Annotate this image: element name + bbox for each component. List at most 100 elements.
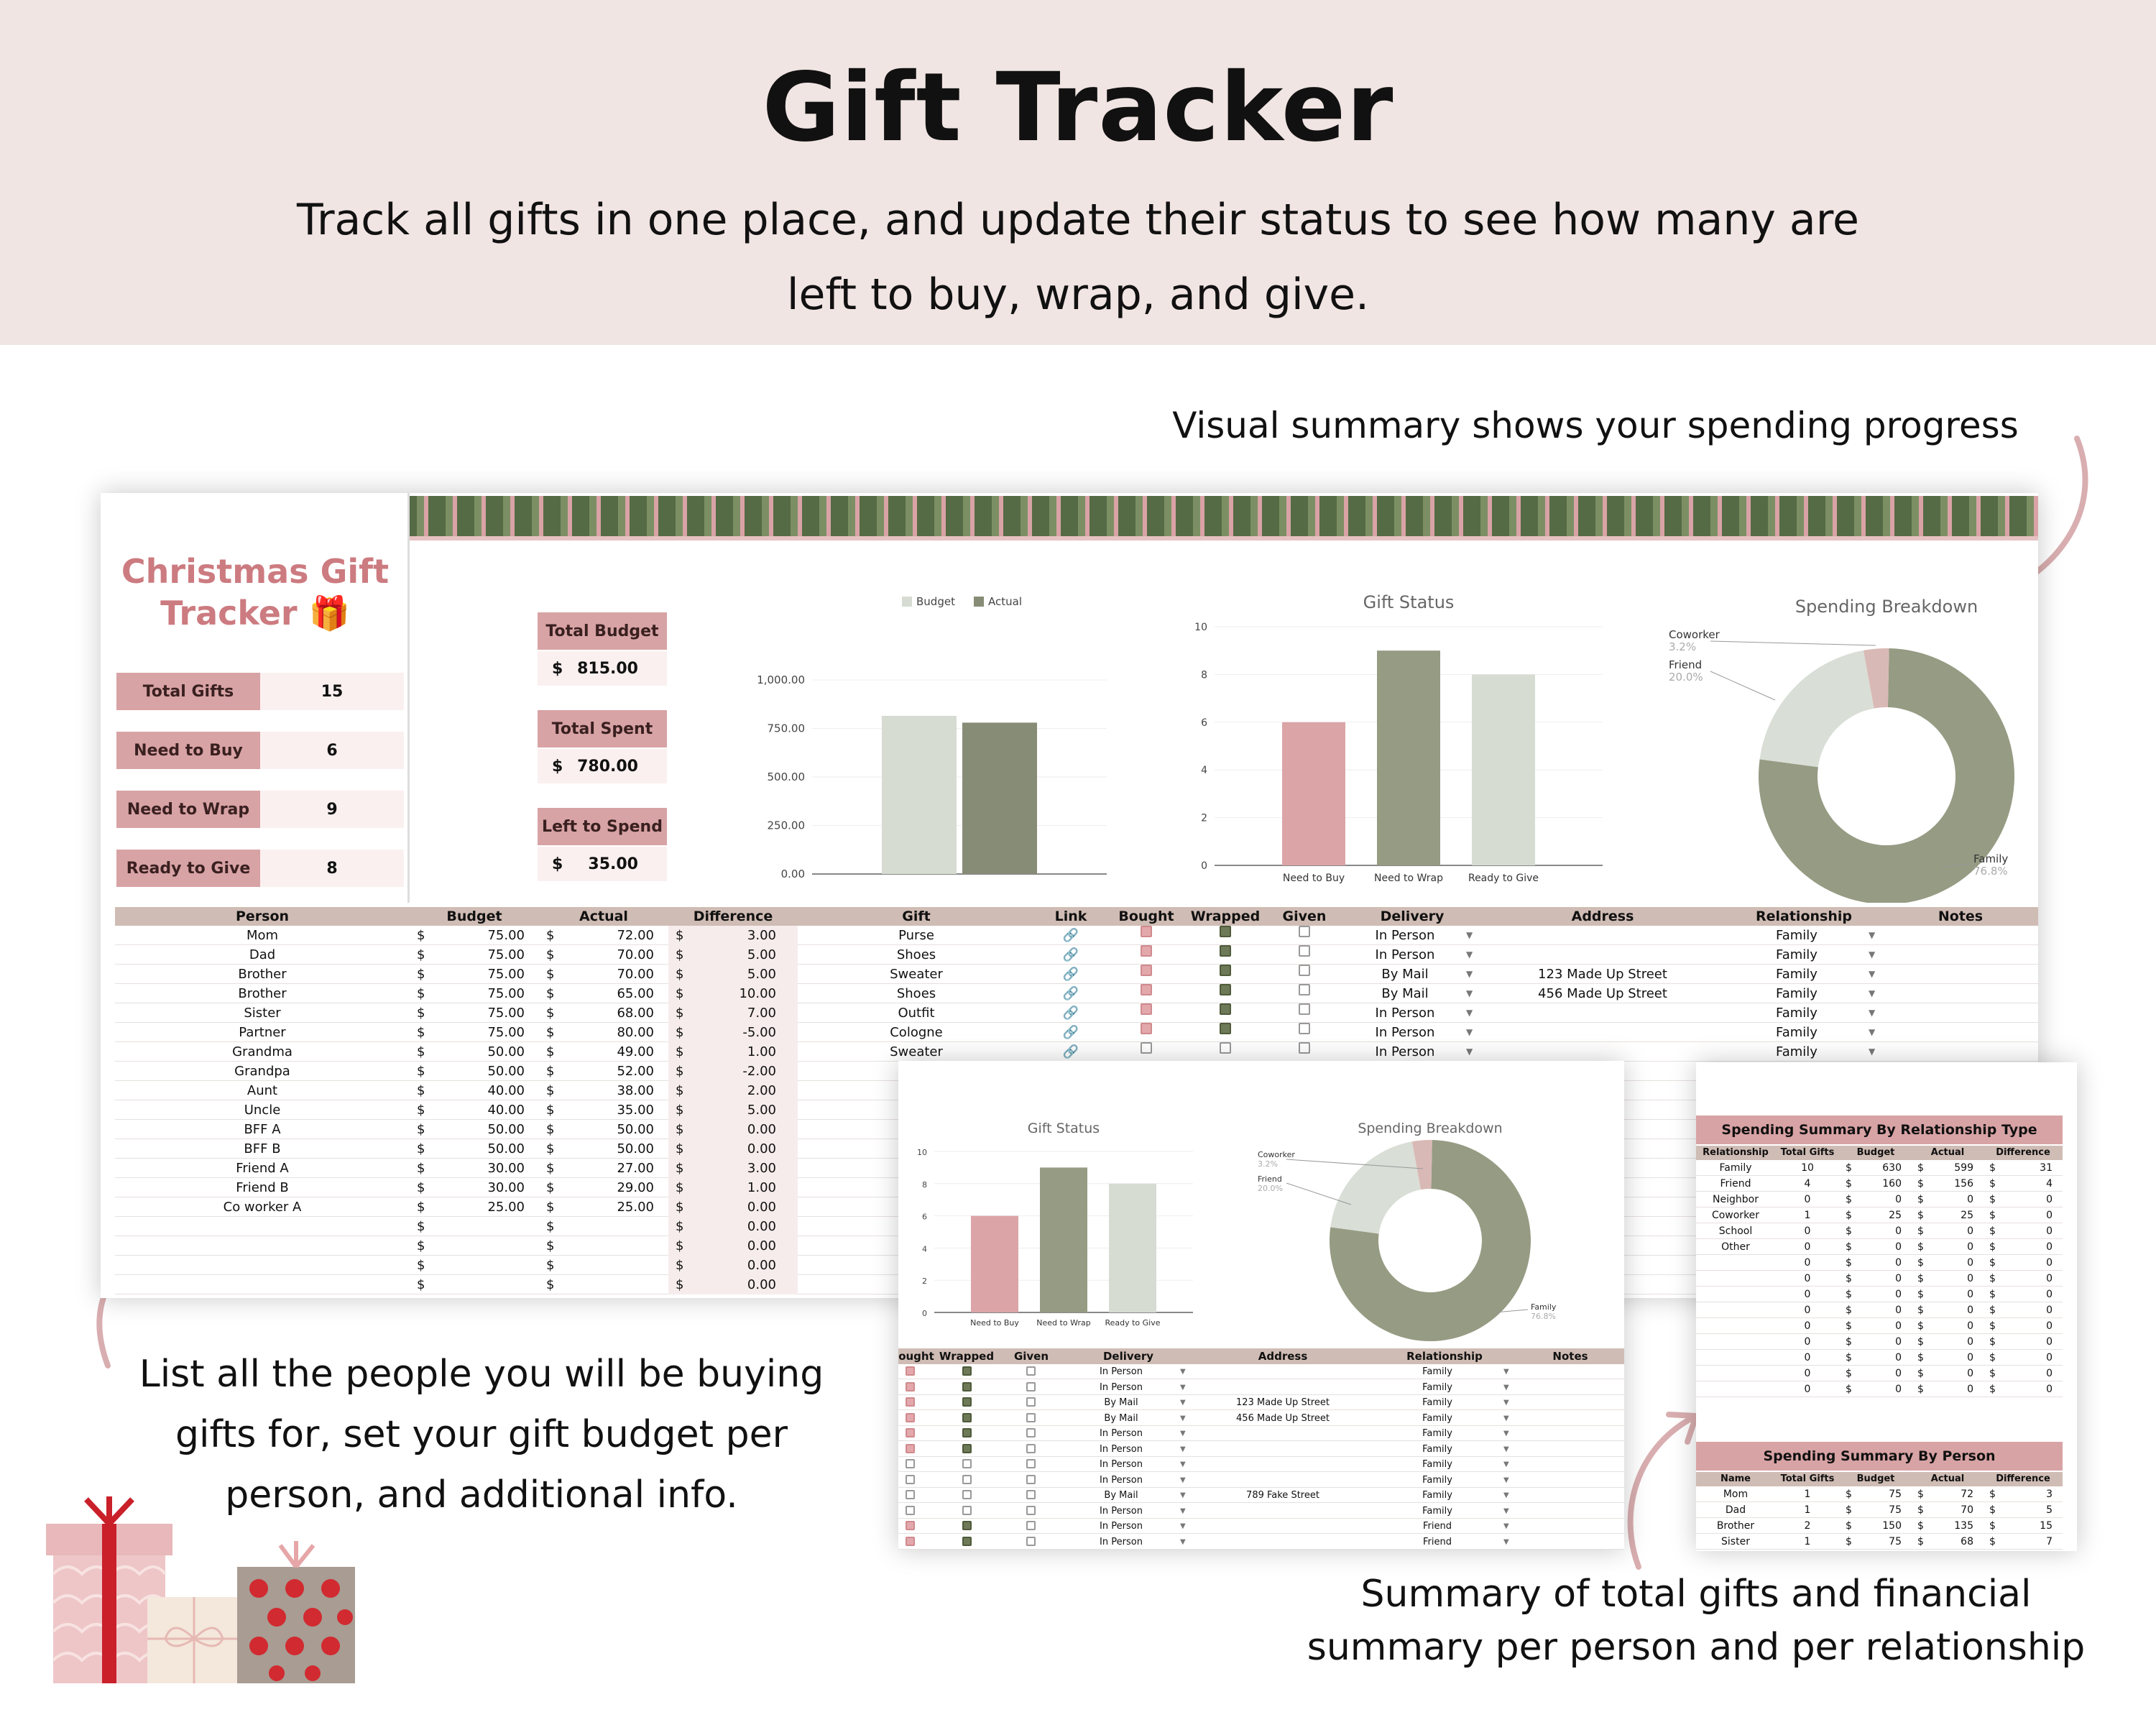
- delivery-select[interactable]: In Person: [1100, 1381, 1143, 1393]
- gift-cell[interactable]: Sweater: [890, 967, 943, 982]
- chevron-down-icon[interactable]: ▼: [1180, 1399, 1186, 1407]
- relationship-select[interactable]: Family: [1776, 986, 1818, 1001]
- person-cell[interactable]: BFF B: [244, 1141, 281, 1156]
- chevron-down-icon[interactable]: ▼: [1869, 1027, 1876, 1037]
- delivery-select[interactable]: In Person: [1100, 1536, 1143, 1547]
- gift-cell[interactable]: Outfit: [898, 1006, 935, 1021]
- chevron-down-icon[interactable]: ▼: [1503, 1383, 1509, 1392]
- given-checkbox[interactable]: [1299, 984, 1310, 995]
- budget-cell[interactable]: 25.00: [487, 1200, 525, 1215]
- address-cell[interactable]: 789 Fake Street: [1246, 1490, 1319, 1501]
- chevron-down-icon[interactable]: ▼: [1503, 1522, 1509, 1530]
- given-checkbox[interactable]: [1026, 1459, 1036, 1468]
- link-icon[interactable]: 🔗: [1062, 947, 1079, 962]
- chevron-down-icon[interactable]: ▼: [1869, 1008, 1876, 1018]
- actual-cell[interactable]: 35.00: [617, 1103, 654, 1118]
- given-checkbox[interactable]: [1026, 1490, 1036, 1499]
- gift-cell[interactable]: Purse: [898, 928, 934, 943]
- budget-cell[interactable]: 30.00: [487, 1180, 525, 1195]
- relationship-select[interactable]: Family: [1776, 1025, 1818, 1040]
- chevron-down-icon[interactable]: ▼: [1180, 1506, 1186, 1515]
- chevron-down-icon[interactable]: ▼: [1180, 1460, 1186, 1468]
- chevron-down-icon[interactable]: ▼: [1503, 1414, 1509, 1422]
- chevron-down-icon[interactable]: ▼: [1869, 969, 1876, 979]
- relationship-select[interactable]: Family: [1776, 928, 1818, 943]
- chevron-down-icon[interactable]: ▼: [1503, 1368, 1509, 1376]
- wrapped-checkbox[interactable]: [962, 1412, 972, 1422]
- wrapped-checkbox[interactable]: [962, 1459, 972, 1468]
- delivery-select[interactable]: In Person: [1100, 1428, 1143, 1439]
- bought-checkbox[interactable]: [906, 1521, 915, 1530]
- chevron-down-icon[interactable]: ▼: [1869, 988, 1876, 998]
- person-cell[interactable]: Brother: [238, 986, 287, 1001]
- relationship-select[interactable]: Family: [1422, 1381, 1452, 1393]
- delivery-select[interactable]: By Mail: [1104, 1397, 1138, 1408]
- person-cell[interactable]: Mom: [246, 928, 279, 943]
- actual-cell[interactable]: 65.00: [617, 986, 654, 1001]
- chevron-down-icon[interactable]: ▼: [1180, 1414, 1186, 1422]
- bought-checkbox[interactable]: [906, 1490, 915, 1499]
- relationship-select[interactable]: Family: [1422, 1459, 1452, 1470]
- person-cell[interactable]: Sister: [244, 1006, 281, 1021]
- chevron-down-icon[interactable]: ▼: [1503, 1460, 1509, 1468]
- relationship-select[interactable]: Family: [1776, 1044, 1818, 1059]
- chevron-down-icon[interactable]: ▼: [1466, 1027, 1473, 1037]
- bought-checkbox[interactable]: [906, 1536, 915, 1546]
- delivery-select[interactable]: By Mail: [1381, 967, 1429, 982]
- delivery-select[interactable]: By Mail: [1104, 1412, 1138, 1424]
- delivery-select[interactable]: In Person: [1375, 1006, 1435, 1021]
- person-cell[interactable]: BFF A: [244, 1122, 281, 1137]
- delivery-select[interactable]: In Person: [1375, 928, 1435, 943]
- link-icon[interactable]: 🔗: [1062, 928, 1079, 943]
- given-checkbox[interactable]: [1299, 965, 1310, 976]
- chevron-down-icon[interactable]: ▼: [1503, 1430, 1509, 1438]
- actual-cell[interactable]: 70.00: [617, 967, 654, 982]
- chevron-down-icon[interactable]: ▼: [1180, 1537, 1186, 1546]
- budget-cell[interactable]: 75.00: [487, 1006, 525, 1021]
- person-cell[interactable]: Friend A: [236, 1161, 289, 1176]
- actual-cell[interactable]: 25.00: [617, 1200, 654, 1215]
- delivery-select[interactable]: In Person: [1100, 1366, 1143, 1377]
- relationship-select[interactable]: Family: [1422, 1490, 1452, 1501]
- chevron-down-icon[interactable]: ▼: [1466, 969, 1473, 979]
- relationship-select[interactable]: Family: [1776, 967, 1818, 982]
- wrapped-checkbox[interactable]: [962, 1381, 972, 1392]
- given-checkbox[interactable]: [1299, 926, 1310, 937]
- bought-checkbox[interactable]: [906, 1505, 915, 1515]
- wrapped-checkbox[interactable]: [1220, 984, 1231, 995]
- delivery-select[interactable]: In Person: [1100, 1521, 1143, 1532]
- link-icon[interactable]: 🔗: [1062, 967, 1079, 982]
- given-checkbox[interactable]: [1026, 1397, 1036, 1407]
- delivery-select[interactable]: By Mail: [1104, 1490, 1138, 1501]
- budget-cell[interactable]: 50.00: [487, 1141, 525, 1156]
- chevron-down-icon[interactable]: ▼: [1466, 1046, 1473, 1057]
- given-checkbox[interactable]: [1026, 1443, 1036, 1453]
- wrapped-checkbox[interactable]: [1220, 945, 1231, 957]
- wrapped-checkbox[interactable]: [1220, 1003, 1231, 1015]
- bought-checkbox[interactable]: [1141, 1003, 1152, 1015]
- budget-cell[interactable]: 40.00: [487, 1083, 525, 1098]
- person-cell[interactable]: Dad: [249, 947, 276, 962]
- delivery-select[interactable]: In Person: [1375, 947, 1435, 962]
- given-checkbox[interactable]: [1026, 1536, 1036, 1546]
- address-cell[interactable]: 123 Made Up Street: [1538, 967, 1667, 982]
- actual-cell[interactable]: 80.00: [617, 1025, 654, 1040]
- relationship-select[interactable]: Family: [1422, 1412, 1452, 1424]
- wrapped-checkbox[interactable]: [962, 1521, 972, 1530]
- actual-cell[interactable]: 50.00: [617, 1141, 654, 1156]
- given-checkbox[interactable]: [1026, 1366, 1036, 1376]
- chevron-down-icon[interactable]: ▼: [1466, 949, 1473, 960]
- actual-cell[interactable]: 50.00: [617, 1122, 654, 1137]
- wrapped-checkbox[interactable]: [962, 1428, 972, 1438]
- gift-cell[interactable]: Sweater: [890, 1044, 943, 1059]
- person-cell[interactable]: Aunt: [247, 1083, 278, 1098]
- chevron-down-icon[interactable]: ▼: [1180, 1383, 1186, 1392]
- bought-checkbox[interactable]: [906, 1397, 915, 1407]
- delivery-select[interactable]: In Person: [1100, 1459, 1143, 1470]
- chevron-down-icon[interactable]: ▼: [1503, 1491, 1509, 1499]
- given-checkbox[interactable]: [1299, 1042, 1310, 1054]
- bought-checkbox[interactable]: [1141, 1023, 1152, 1034]
- bought-checkbox[interactable]: [906, 1366, 915, 1376]
- relationship-select[interactable]: Family: [1422, 1428, 1452, 1439]
- chevron-down-icon[interactable]: ▼: [1466, 930, 1473, 940]
